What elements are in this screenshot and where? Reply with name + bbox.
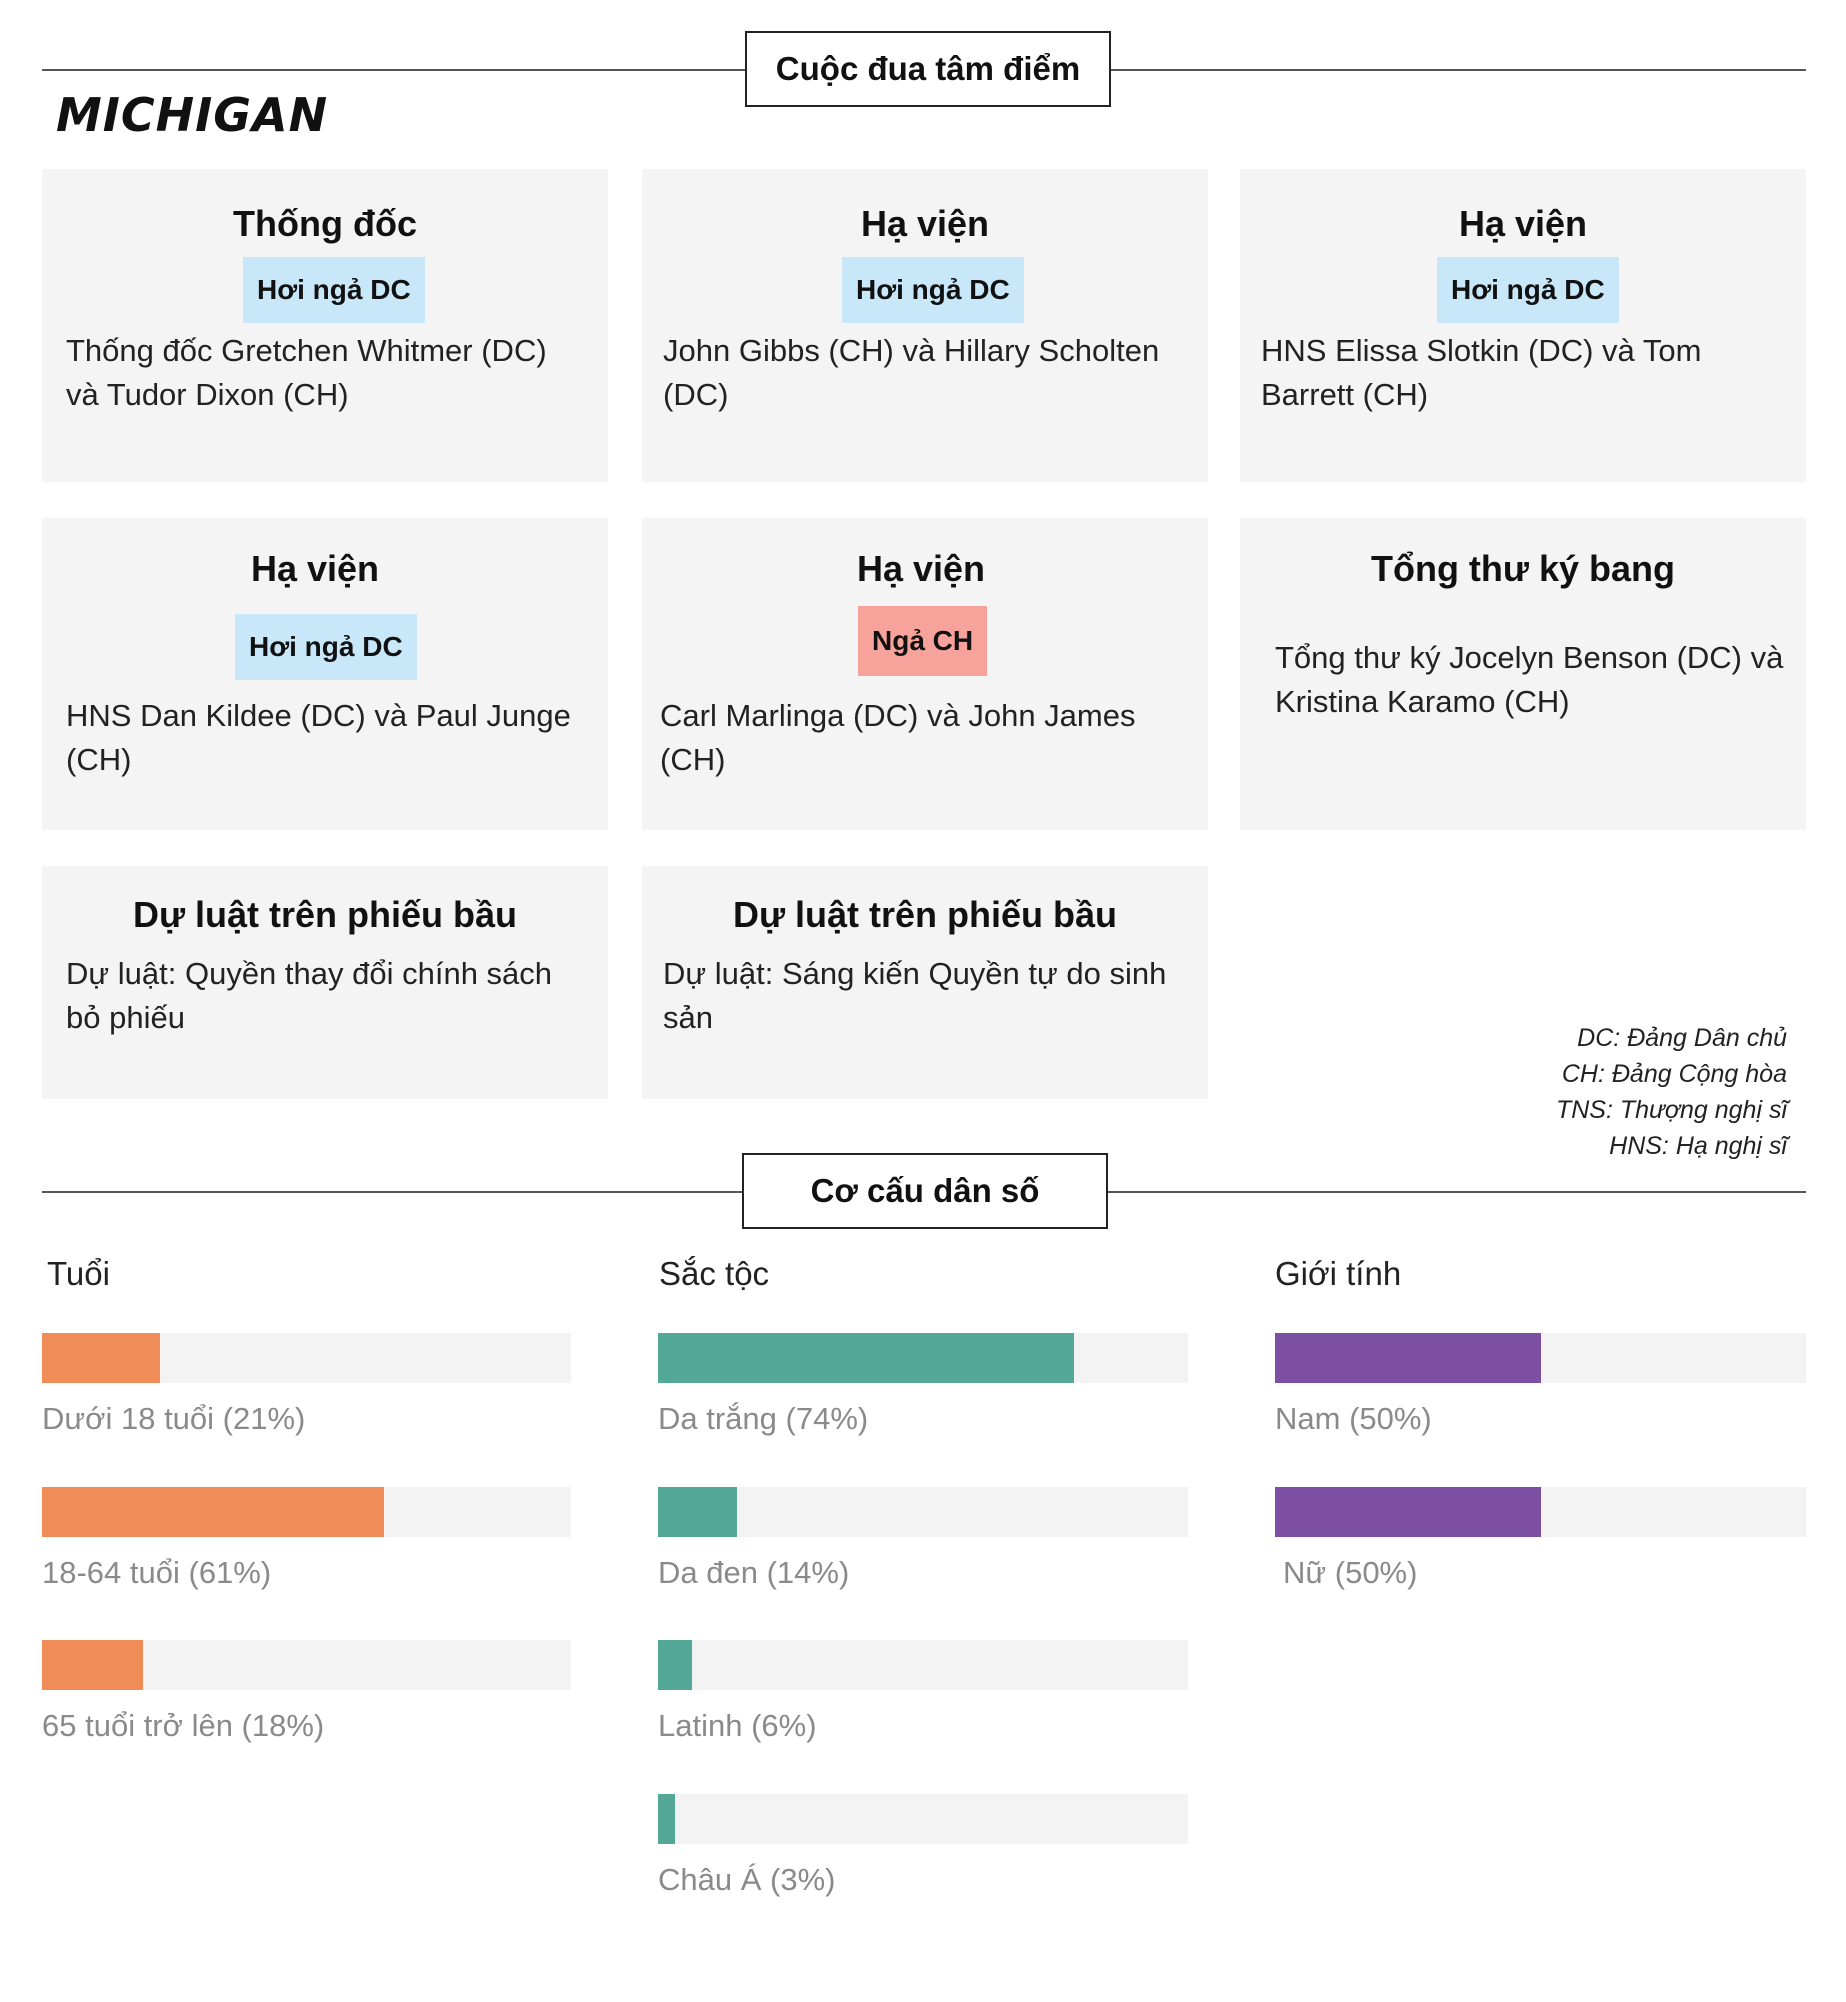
abbreviation-legend: DC: Đảng Dân chủ CH: Đảng Cộng hòa TNS: … <box>1556 1020 1787 1164</box>
bar-label-ethnicity: Châu Á (3%) <box>658 1862 836 1897</box>
ballot-measure-card-2: Dự luật trên phiếu bầu Dự luật: Sáng kiế… <box>642 866 1208 1099</box>
bar-label-ethnicity: Da trắng (74%) <box>658 1401 869 1436</box>
rating-badge: Hơi ngả DC <box>1437 257 1619 323</box>
state-name: MICHIGAN <box>56 88 329 142</box>
race-card-governor: Thống đốc Hơi ngả DC Thống đốc Gretchen … <box>42 169 608 482</box>
race-description: Thống đốc Gretchen Whitmer (DC) và Tudor… <box>66 333 547 412</box>
chart-title-age: Tuổi <box>47 1255 110 1292</box>
section-title-focus-races: Cuộc đua tâm điểm <box>745 31 1111 107</box>
bar-label-age: 18-64 tuổi (61%) <box>42 1555 272 1590</box>
race-description: John Gibbs (CH) và Hillary Scholten (DC) <box>663 333 1160 412</box>
ballot-measure-title: Dự luật trên phiếu bầu <box>732 894 1118 935</box>
bar-label-age: Dưới 18 tuổi (21%) <box>42 1401 306 1436</box>
bar-track-age <box>42 1487 571 1537</box>
race-title: Hạ viện <box>250 548 380 589</box>
ballot-measure-card-1: Dự luật trên phiếu bầu Dự luật: Quyền th… <box>42 866 608 1099</box>
race-description: Tổng thư ký Jocelyn Benson (DC) và Krist… <box>1275 640 1784 719</box>
bar-track-gender <box>1275 1487 1806 1537</box>
bar-ethnicity <box>658 1640 692 1690</box>
bar-track-ethnicity <box>658 1640 1188 1690</box>
bar-label-ethnicity: Latinh (6%) <box>658 1708 817 1743</box>
bar-track-ethnicity <box>658 1487 1188 1537</box>
chart-title-ethnicity: Sắc tộc <box>659 1255 770 1292</box>
legend-item-ch: CH: Đảng Cộng hòa <box>1561 1060 1787 1088</box>
rating-badge: Hơi ngả DC <box>243 257 425 323</box>
bar-label-gender: Nam (50%) <box>1275 1401 1432 1436</box>
chart-title-gender: Giới tính <box>1275 1255 1402 1292</box>
bar-gender <box>1275 1487 1541 1537</box>
ballot-measure-description: Dự luật: Quyền thay đổi chính sách bỏ ph… <box>66 956 553 1035</box>
bar-ethnicity <box>658 1333 1074 1383</box>
race-title: Hạ viện <box>1458 203 1588 244</box>
section-title-demographics: Cơ cấu dân số <box>742 1153 1108 1229</box>
race-card-house-1: Hạ viện Hơi ngả DC John Gibbs (CH) và Hi… <box>642 169 1208 482</box>
race-card-house-2: Hạ viện Hơi ngả DC HNS Elissa Slotkin (D… <box>1240 169 1806 482</box>
race-title: Tổng thư ký bang <box>1370 548 1676 589</box>
race-card-house-3: Hạ viện Hơi ngả DC HNS Dan Kildee (DC) v… <box>42 518 608 830</box>
bar-ethnicity <box>658 1794 675 1844</box>
bar-track-age <box>42 1640 571 1690</box>
rating-badge: Hơi ngả DC <box>842 257 1024 323</box>
bar-track-gender <box>1275 1333 1806 1383</box>
legend-item-tns: TNS: Thượng nghị sĩ <box>1555 1096 1787 1124</box>
race-card-secretary-of-state: Tổng thư ký bang Tổng thư ký Jocelyn Ben… <box>1240 518 1806 830</box>
rating-badge: Hơi ngả DC <box>235 614 417 680</box>
race-title: Hạ viện <box>860 203 990 244</box>
race-description: Carl Marlinga (DC) và John James (CH) <box>660 698 1136 777</box>
ballot-measure-title: Dự luật trên phiếu bầu <box>132 894 518 935</box>
race-title: Thống đốc <box>233 203 417 244</box>
race-card-house-4: Hạ viện Ngả CH Carl Marlinga (DC) và Joh… <box>642 518 1208 830</box>
bar-label-ethnicity: Da đen (14%) <box>658 1555 850 1590</box>
bar-track-ethnicity <box>658 1794 1188 1844</box>
legend-item-hns: HNS: Hạ nghị sĩ <box>1609 1132 1787 1160</box>
bar-age <box>42 1640 143 1690</box>
bar-track-age <box>42 1333 571 1383</box>
bar-age <box>42 1333 160 1383</box>
race-title: Hạ viện <box>856 548 986 589</box>
rating-badge: Ngả CH <box>858 606 988 676</box>
bar-gender <box>1275 1333 1541 1383</box>
bar-track-ethnicity <box>658 1333 1188 1383</box>
bar-ethnicity <box>658 1487 737 1537</box>
race-description: HNS Elissa Slotkin (DC) và Tom Barrett (… <box>1261 333 1702 412</box>
bar-age <box>42 1487 385 1537</box>
legend-item-dc: DC: Đảng Dân chủ <box>1577 1024 1787 1052</box>
race-description: HNS Dan Kildee (DC) và Paul Junge (CH) <box>66 698 571 777</box>
bar-label-gender: Nữ (50%) <box>1283 1555 1418 1590</box>
ballot-measure-description: Dự luật: Sáng kiến Quyền tự do sinh sản <box>663 956 1167 1035</box>
bar-label-age: 65 tuổi trở lên (18%) <box>42 1708 325 1743</box>
